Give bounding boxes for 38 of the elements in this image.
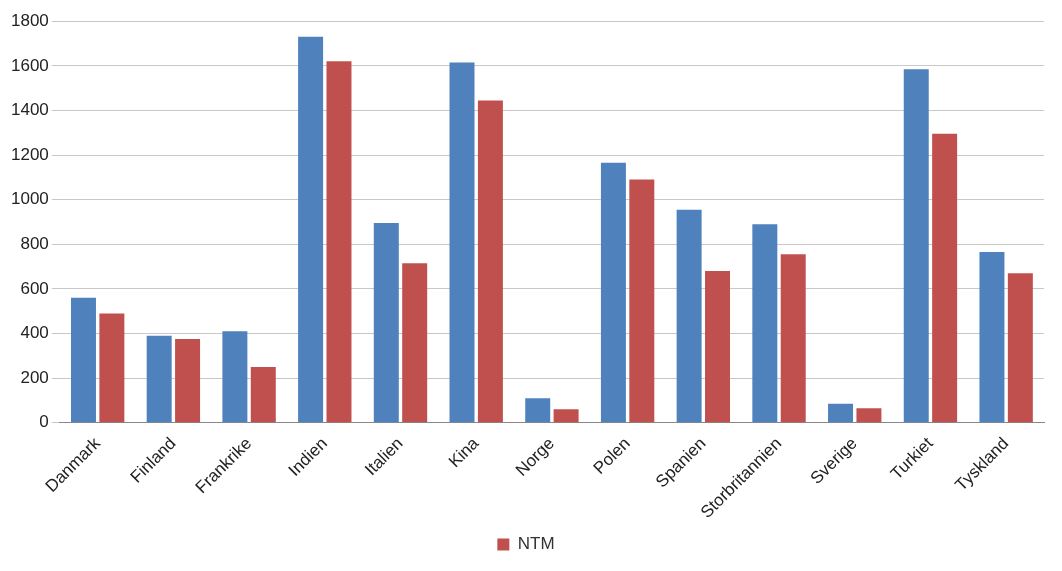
- bar: [1007, 273, 1033, 423]
- bar: [752, 224, 778, 423]
- bar: [932, 133, 958, 423]
- bar: [402, 263, 428, 423]
- legend-label: NTM: [517, 534, 555, 554]
- y-tick-label: 1400: [10, 100, 49, 120]
- bar: [477, 100, 503, 423]
- bar: [553, 409, 579, 423]
- y-tick-label: 0: [39, 412, 49, 432]
- y-tick-label: 400: [20, 323, 49, 343]
- bar: [298, 36, 324, 423]
- bar: [99, 313, 125, 423]
- y-tick-label: 1000: [10, 189, 49, 209]
- y-tick-label: 800: [20, 233, 49, 253]
- bar: [676, 209, 702, 423]
- y-tick-label: 1800: [10, 10, 49, 30]
- y-tick-label: 1200: [10, 144, 49, 164]
- y-tick-label: 1600: [10, 55, 49, 75]
- bar: [175, 339, 201, 423]
- bar: [70, 297, 96, 423]
- bar: [705, 271, 731, 423]
- bar: [629, 179, 655, 423]
- bar: [326, 61, 352, 423]
- x-tick-label: Kina: [444, 433, 483, 472]
- bar: [222, 331, 248, 423]
- bar: [780, 254, 806, 423]
- bar: [449, 62, 475, 423]
- y-tick-label: 200: [20, 367, 49, 387]
- bar: [250, 366, 276, 423]
- bar: [828, 403, 854, 423]
- bar: [146, 335, 172, 423]
- bar: [979, 252, 1005, 423]
- y-tick-label: 600: [20, 278, 49, 298]
- bar: [373, 223, 399, 423]
- bar: [525, 398, 551, 423]
- bar: [856, 408, 882, 423]
- bar: [903, 69, 929, 423]
- bar: [600, 162, 626, 423]
